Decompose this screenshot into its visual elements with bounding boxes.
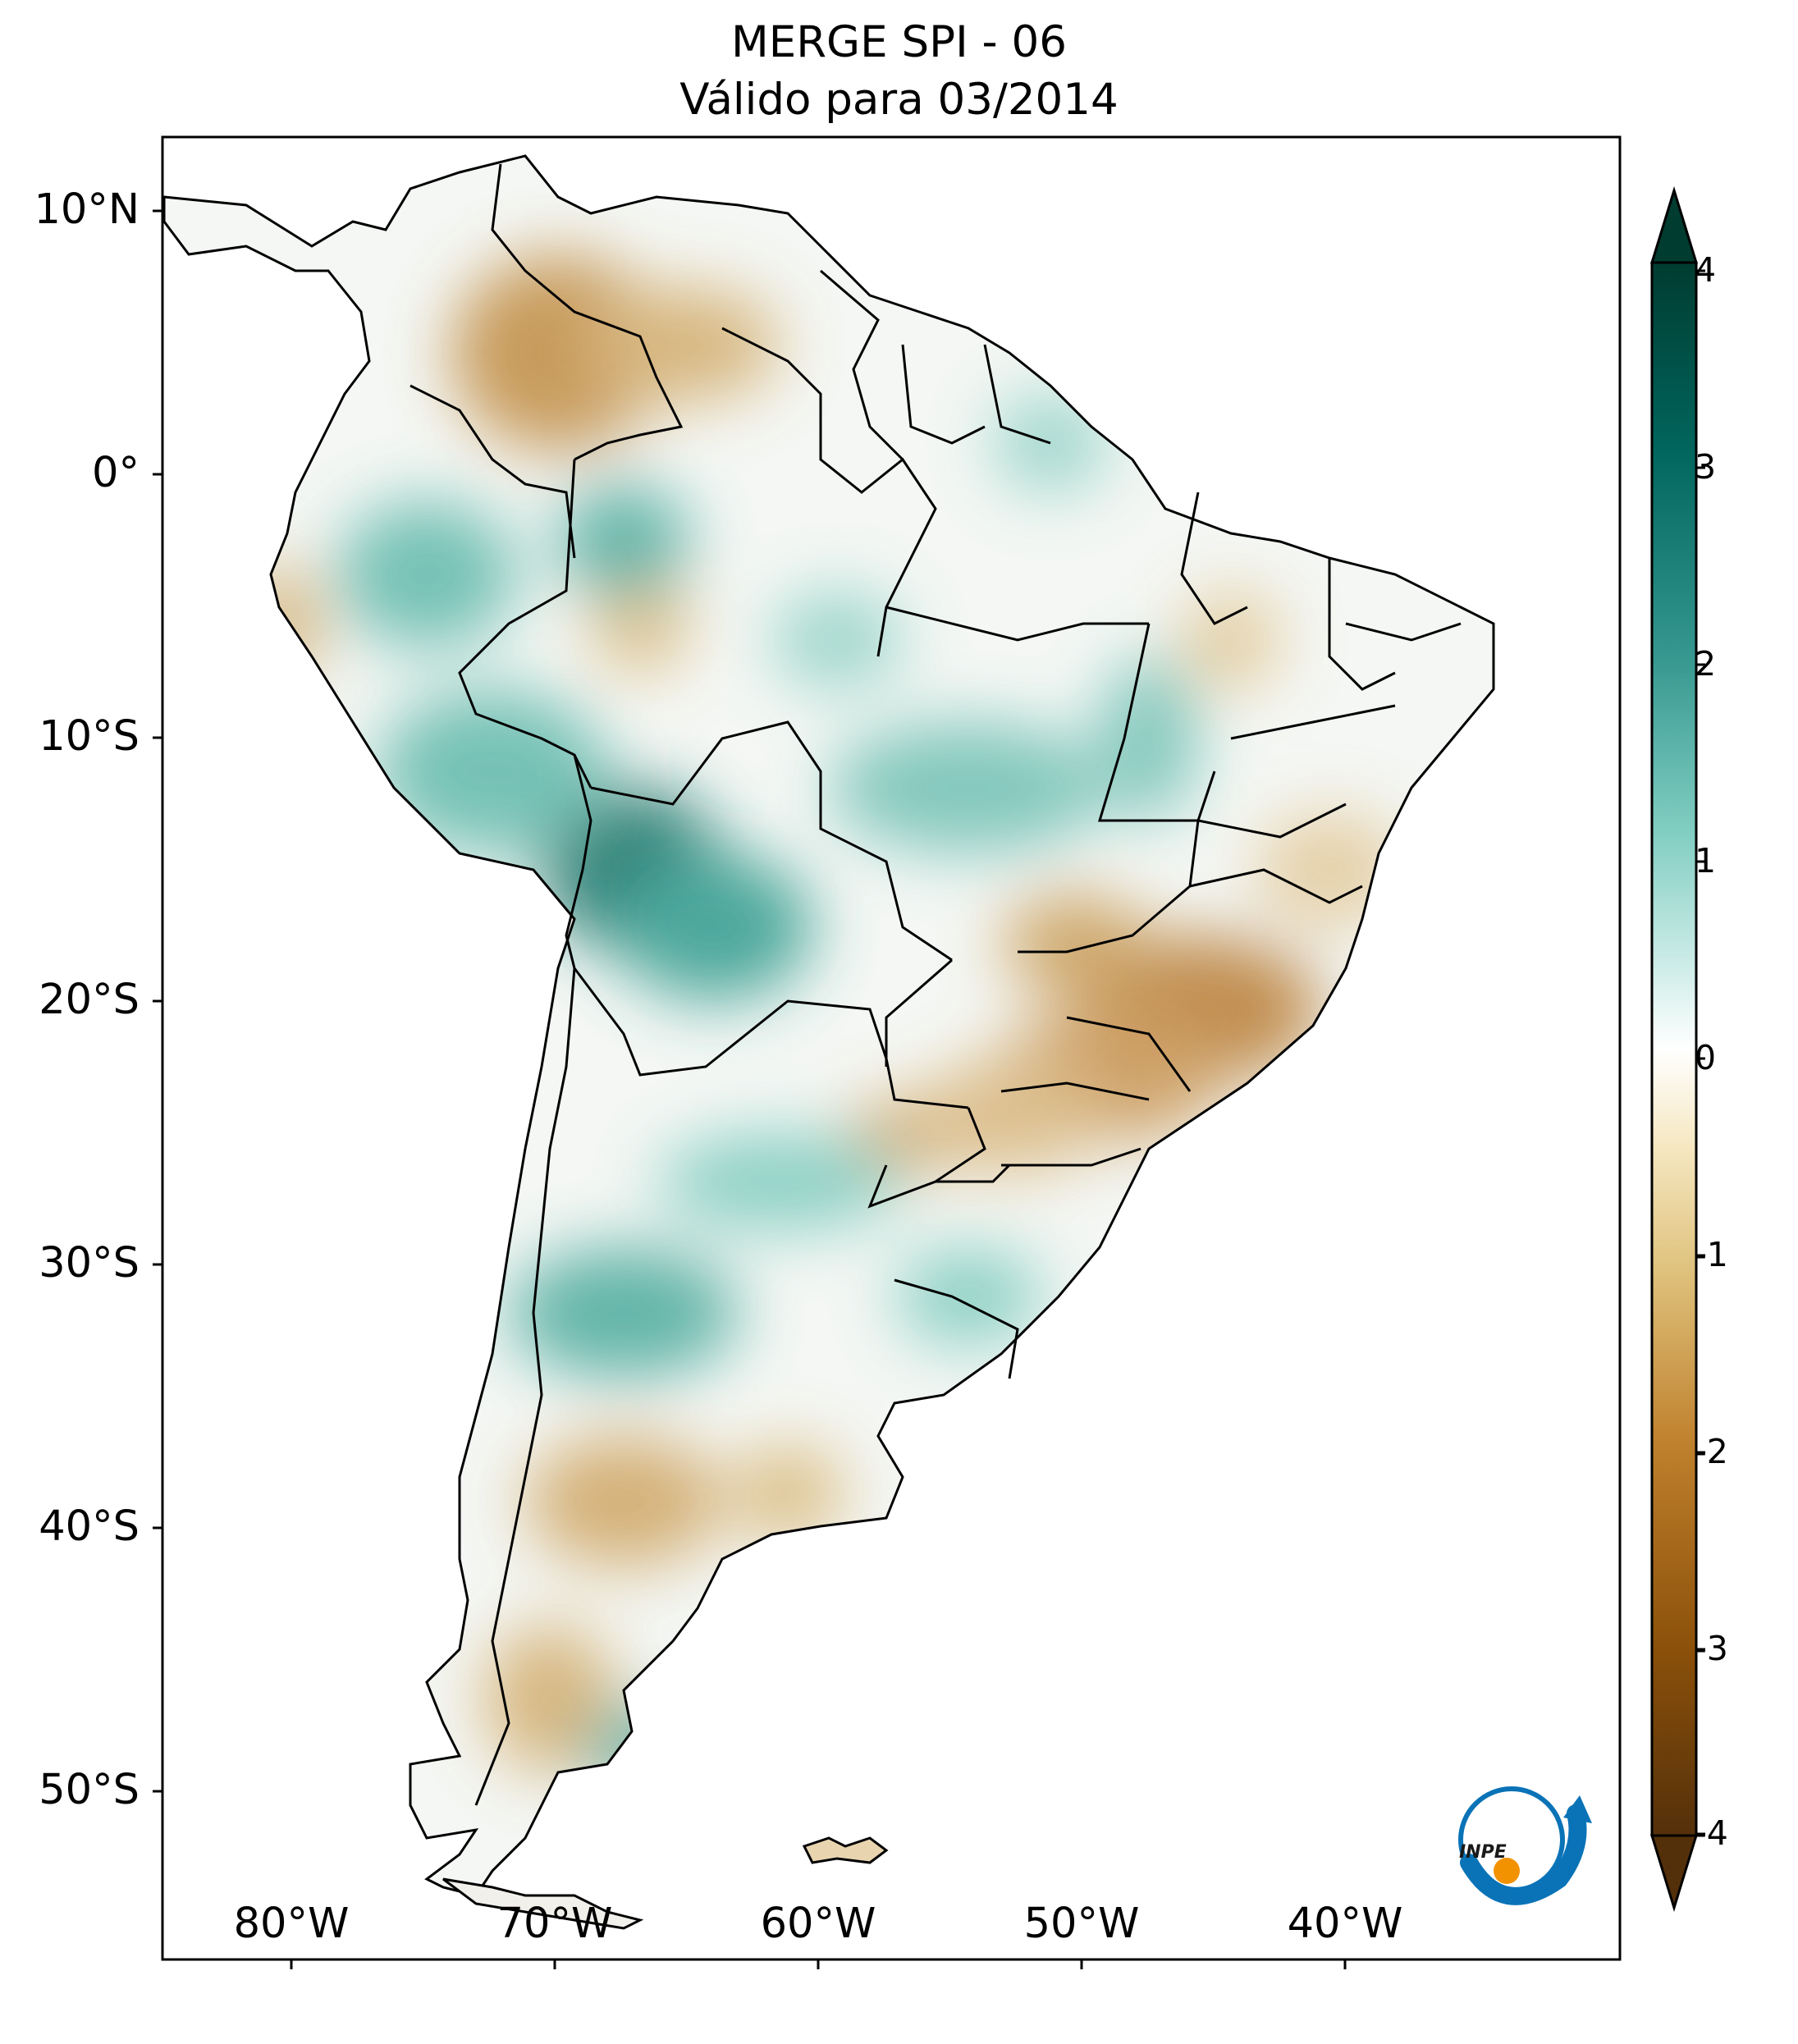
country-borders: [409, 163, 1462, 1806]
lat-label: 30°S: [39, 1239, 140, 1287]
lat-label: 10°S: [39, 712, 140, 761]
lon-label: 80°W: [233, 1900, 350, 1948]
logo-arrow-icon: [1563, 1795, 1592, 1823]
border-state-8: [1180, 492, 1248, 625]
colorbar-min-arrow: [1649, 1834, 1699, 1913]
border-guyana: [820, 269, 904, 461]
axis-ticks: [153, 209, 1347, 1969]
colorbar-max-arrow: [1649, 185, 1699, 264]
border-colombia-brazil: [458, 459, 592, 789]
lon-label: 50°W: [1023, 1900, 1140, 1948]
colorbar-tick-label: 3: [1695, 447, 1717, 487]
lon-label: 60°W: [760, 1900, 876, 1948]
tierra-del-fuego: [442, 1877, 644, 1930]
coastline: [162, 154, 1495, 1897]
border-peru-bolivia: [565, 754, 592, 969]
border-state-10: [1345, 622, 1462, 642]
border-bolivia-paraguay-argentina: [573, 967, 969, 1109]
border-colombia-venezuela: [491, 163, 684, 461]
border-peru-bolivia-brazil: [590, 720, 953, 962]
colorbar-tick-label: 1: [1695, 841, 1717, 880]
falkland-islands: [802, 1836, 889, 1864]
border-state-9: [1328, 558, 1396, 691]
colorbar-tick-label: -2: [1695, 1432, 1728, 1471]
lat-label: 0°: [92, 449, 140, 497]
lon-label: 70°W: [496, 1900, 613, 1948]
border-state-1: [885, 606, 1149, 642]
border-state-2: [1097, 623, 1200, 887]
inpe-logo: INPE: [1458, 1786, 1592, 1905]
border-suriname: [901, 344, 986, 445]
border-colombia-ecuador-peru: [409, 384, 576, 559]
lat-label: 40°S: [39, 1502, 140, 1551]
logo-text: INPE: [1459, 1842, 1507, 1863]
border-state-11: [1230, 704, 1396, 740]
lat-label: 20°S: [39, 976, 140, 1024]
border-uruguay: [894, 1278, 1019, 1379]
border-venezuela-brazil: [721, 327, 937, 657]
colorbar: [1649, 185, 1705, 1913]
border-chile-argentina: [474, 967, 576, 1806]
colorbar-tick-label: -3: [1695, 1629, 1728, 1668]
colorbar-tick-label: -1: [1695, 1235, 1728, 1274]
border-state-3: [1189, 868, 1363, 904]
logo-dot: [1494, 1858, 1520, 1884]
lon-label: 40°W: [1287, 1900, 1403, 1948]
border-bolivia-brazil-south: [885, 958, 953, 1067]
colorbar-tick-label: 4: [1695, 250, 1717, 290]
lat-label: 50°S: [39, 1766, 140, 1814]
map-subtitle: Válido para 03/2014: [679, 75, 1119, 125]
border-state-4: [1018, 885, 1191, 953]
logo-swoosh: [1460, 1804, 1587, 1905]
border-state-5: [1066, 1016, 1192, 1092]
border-state-7: [1001, 1147, 1141, 1167]
colorbar-tick-label: 2: [1695, 644, 1717, 684]
colorbar-tick-label: -4: [1695, 1813, 1728, 1853]
lat-label: 10°N: [34, 185, 140, 234]
border-french-guiana: [983, 344, 1051, 445]
map-title: MERGE SPI - 06: [731, 17, 1067, 67]
border-state-6: [1000, 1081, 1150, 1101]
colorbar-tick-label: 0: [1695, 1038, 1717, 1077]
border-state-12: [1196, 771, 1347, 839]
colorbar-bar: [1650, 261, 1698, 1837]
